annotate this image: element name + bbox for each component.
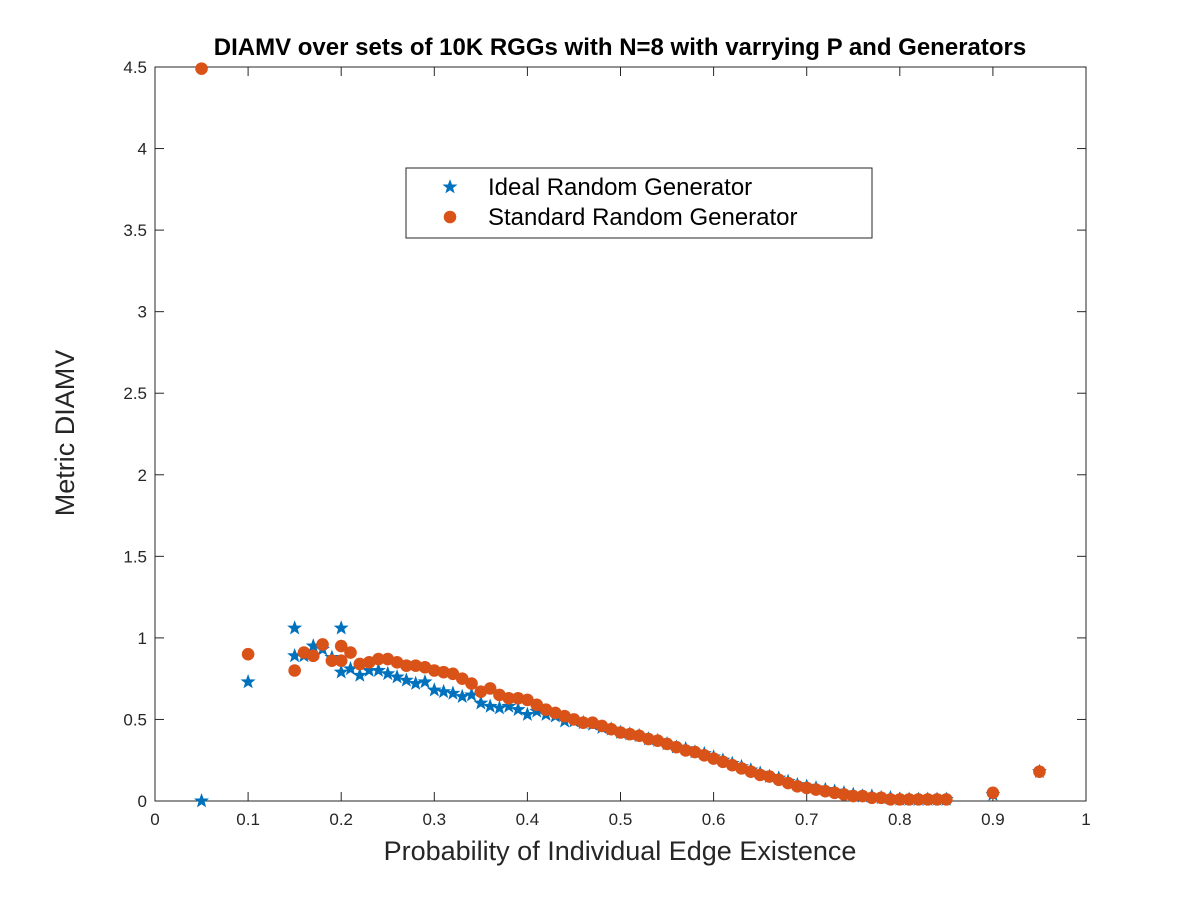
chart-title: DIAMV over sets of 10K RGGs with N=8 wit…	[214, 34, 1026, 61]
data-point	[417, 674, 433, 689]
data-point	[241, 647, 255, 661]
y-axis-label: Metric DIAMV	[50, 350, 80, 517]
axis-ticks: 0 0.1 0.2 0.3 0.4 0.5 0.6 0.7 0.8 0.9 1 0 0.5 1 1.5 2 2.…	[123, 58, 1090, 829]
data-point	[333, 664, 349, 679]
x-axis-label: Probability of Individual Edge Existence	[384, 836, 857, 866]
data-point	[389, 669, 405, 684]
data-point	[334, 654, 348, 668]
y-tick-label: 1.5	[123, 547, 147, 566]
x-tick-label: 0.2	[329, 810, 353, 829]
data-point	[334, 639, 348, 653]
data-point	[344, 646, 357, 659]
x-tick-label: 0.6	[702, 810, 726, 829]
legend-marker	[443, 210, 457, 224]
data-point	[333, 620, 349, 635]
data-point	[445, 685, 461, 700]
x-tick-label: 0.3	[422, 810, 446, 829]
data-point	[482, 698, 498, 713]
x-tick-label: 0.9	[981, 810, 1005, 829]
series-standard	[195, 62, 1046, 806]
data-point	[352, 667, 368, 682]
data-point	[398, 672, 414, 687]
y-tick-label: 0.5	[123, 710, 147, 729]
data-point	[510, 701, 526, 717]
x-tick-label: 0.8	[888, 810, 912, 829]
data-point	[473, 695, 489, 710]
data-point	[426, 682, 442, 697]
data-point	[1033, 765, 1046, 778]
y-tick-label: 3.5	[123, 221, 147, 240]
legend-entry: Ideal Random Generator	[488, 174, 752, 201]
legend-box	[405, 167, 873, 239]
x-tick-label: 0.7	[795, 810, 819, 829]
legend-entry: Standard Random Generator	[488, 204, 798, 231]
data-point	[306, 649, 320, 663]
y-tick-label: 4	[138, 140, 147, 159]
data-point	[519, 706, 535, 721]
x-tick-label: 0.5	[609, 810, 633, 829]
y-tick-label: 2	[138, 466, 147, 485]
data-point	[288, 664, 301, 677]
y-tick-label: 0	[138, 792, 147, 811]
data-point	[436, 683, 452, 699]
y-tick-label: 4.5	[123, 58, 147, 77]
data-point	[986, 786, 1000, 800]
y-tick-label: 3	[138, 303, 147, 322]
data-point	[287, 620, 303, 635]
x-tick-label: 0.1	[236, 810, 260, 829]
data-point	[316, 638, 329, 651]
x-tick-label: 0.4	[516, 810, 540, 829]
y-tick-label: 1	[138, 629, 147, 648]
legend-marker	[442, 179, 458, 194]
x-tick-label: 0	[150, 810, 159, 829]
data-point	[195, 62, 208, 75]
data-series	[194, 62, 1047, 808]
data-point	[501, 698, 517, 713]
y-tick-label: 2.5	[123, 384, 147, 403]
data-point	[483, 682, 497, 695]
x-tick-label: 1	[1081, 810, 1090, 829]
data-point	[465, 677, 478, 690]
data-point	[240, 674, 256, 689]
data-point	[370, 662, 386, 677]
legend: Ideal Random Generator Standard Random Ge…	[405, 167, 873, 239]
data-point	[194, 793, 210, 808]
data-point	[940, 793, 953, 806]
data-point	[380, 665, 396, 681]
